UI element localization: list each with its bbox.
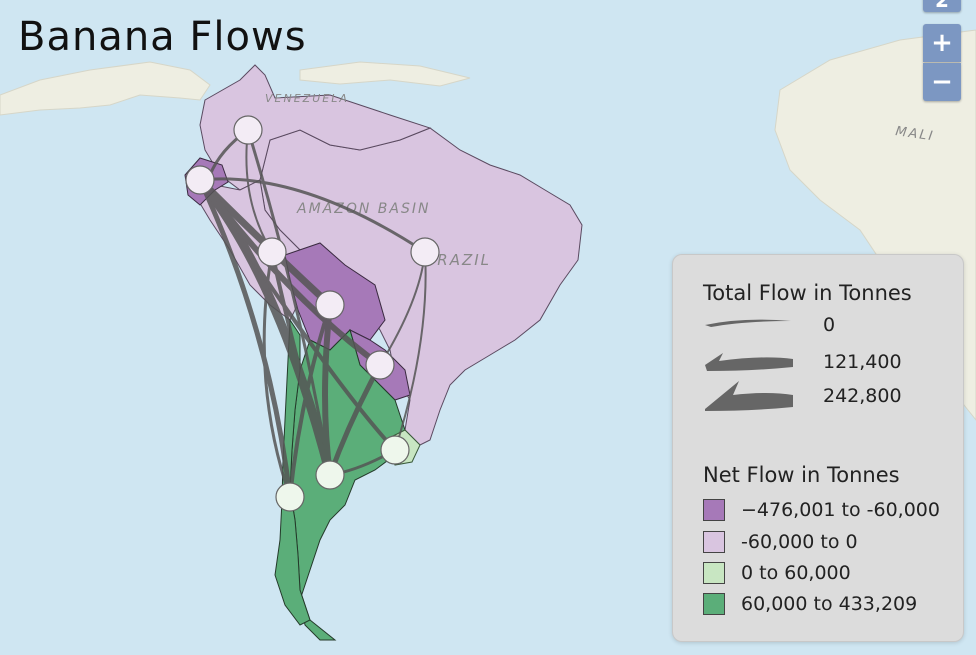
legend-flow-item: 242,800: [703, 379, 902, 413]
zoom-level-button[interactable]: 2: [923, 0, 961, 12]
legend-flow-item: 0: [703, 314, 835, 336]
legend-net-label: −476,001 to -60,000: [741, 499, 940, 521]
node-paraguay: [365, 350, 395, 380]
legend-flow-label: 121,400: [823, 351, 902, 373]
node-chile: [275, 482, 305, 512]
node-ecuador: [185, 165, 215, 195]
map-label-amazon: AMAZON BASIN: [296, 201, 430, 217]
node-uruguay: [380, 435, 410, 465]
legend-swatch: [703, 593, 725, 615]
legend-net-item: 0 to 60,000: [703, 562, 851, 584]
legend-net-label: -60,000 to 0: [741, 531, 858, 553]
legend-swatch: [703, 499, 725, 521]
node-peru: [257, 237, 287, 267]
legend-net-title: Net Flow in Tonnes: [703, 463, 900, 487]
zoom-out-button[interactable]: −: [923, 63, 961, 101]
map-label-venezuela: VENEZUELA: [265, 92, 349, 105]
caribbean-land: [299, 61, 471, 87]
legend-net-label: 0 to 60,000: [741, 562, 851, 584]
legend-total-title: Total Flow in Tonnes: [703, 281, 912, 305]
flow-nodes[interactable]: [185, 115, 440, 512]
legend-swatch: [703, 562, 725, 584]
map-label-brazil: BRAZIL: [425, 251, 491, 269]
legend-net-item: -60,000 to 0: [703, 531, 858, 553]
legend-flow-item: 121,400: [703, 349, 902, 375]
node-colombia: [233, 115, 263, 145]
page-title: Banana Flows: [18, 14, 307, 60]
legend-net-label: 60,000 to 433,209: [741, 593, 918, 615]
central-america-land: [0, 61, 211, 116]
node-bolivia: [315, 290, 345, 320]
legend-net-item: −476,001 to -60,000: [703, 499, 940, 521]
legend-swatch: [703, 531, 725, 553]
legend-flow-label: 0: [823, 314, 836, 336]
legend-flow-label: 242,800: [823, 385, 902, 407]
legend-panel: Total Flow in Tonnes 0 121,400 242,800 N…: [672, 254, 964, 642]
node-brazil: [410, 237, 440, 267]
legend-net-item: 60,000 to 433,209: [703, 593, 917, 615]
flow-arrow-large-icon: [705, 381, 793, 411]
zoom-in-button[interactable]: +: [923, 24, 961, 62]
flow-lines: [195, 128, 427, 500]
map-label-mali: MALI: [894, 124, 935, 144]
flow-arrow-small-icon: [705, 319, 791, 327]
node-argentina: [315, 460, 345, 490]
flow-arrow-medium-icon: [705, 353, 793, 371]
